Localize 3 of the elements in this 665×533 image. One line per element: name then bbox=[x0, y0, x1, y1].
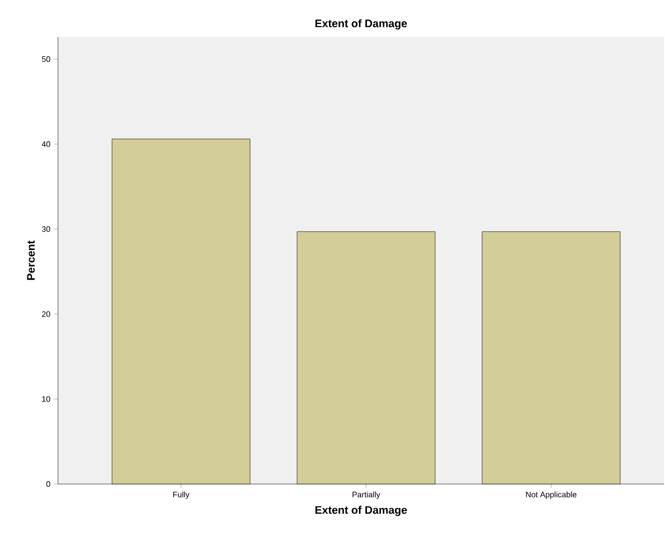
y-axis-title: Percent bbox=[27, 240, 35, 280]
chart-title: Extent of Damage bbox=[315, 19, 407, 30]
x-axis-title: Extent of Damage bbox=[315, 506, 407, 516]
